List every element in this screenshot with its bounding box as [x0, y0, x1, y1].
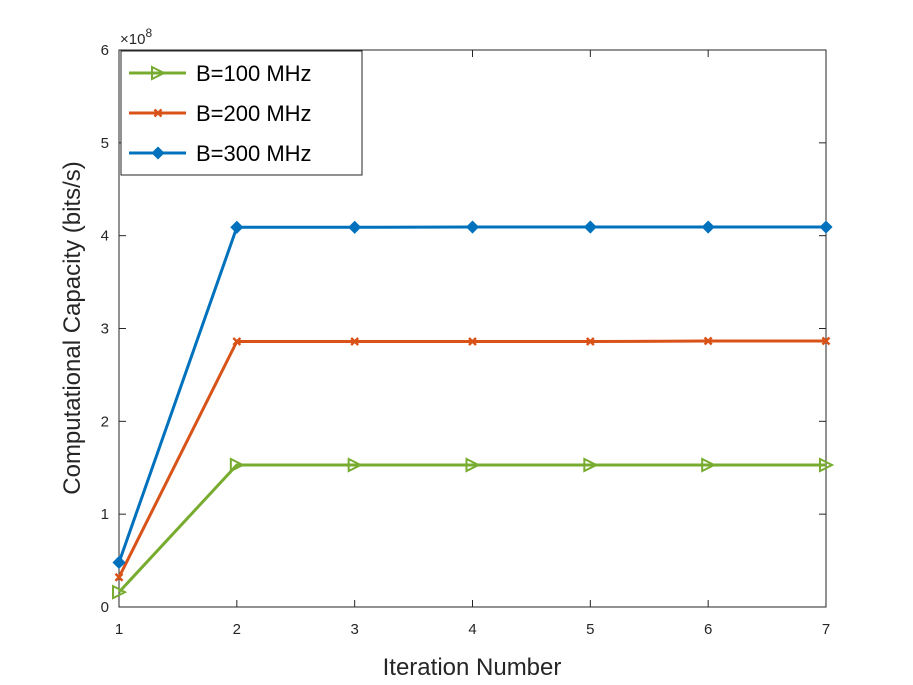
series-1 [112, 457, 835, 600]
data-point [585, 337, 595, 346]
data-point [348, 220, 362, 234]
y-exponent-power: 8 [145, 26, 152, 40]
x-tick-label: 6 [704, 621, 712, 638]
data-point [821, 336, 831, 346]
y-tick-label: 5 [101, 135, 109, 152]
legend-marker [153, 108, 163, 118]
series-line [117, 463, 826, 594]
data-point [347, 457, 363, 473]
legend: B=100 MHz B=200 MHz B=300 MHz [120, 50, 363, 176]
data-point [112, 555, 126, 570]
y-exponent-prefix: ×10 [120, 31, 145, 48]
x-tick-label: 4 [468, 621, 476, 638]
data-point [112, 584, 128, 600]
x-tick-label: 7 [822, 621, 830, 638]
legend-label: B=100 MHz [196, 61, 312, 86]
x-tick-label: 1 [115, 621, 123, 638]
legend-entry: B=300 MHz [129, 141, 312, 166]
data-point [230, 220, 244, 234]
data-point [465, 457, 481, 473]
data-point [819, 457, 835, 473]
y-exponent: ×108 [120, 26, 152, 48]
x-tick-label: 5 [586, 621, 594, 638]
y-axis-label: Computational Capacity (bits/s) [59, 161, 86, 494]
data-point [114, 572, 124, 582]
legend-label: B=300 MHz [196, 141, 312, 166]
data-point [350, 337, 360, 346]
y-tick-label: 3 [101, 321, 109, 338]
x-tick-label: 2 [233, 621, 241, 638]
y-tick-label: 1 [101, 506, 109, 523]
data-point [701, 457, 717, 473]
legend-marker [151, 146, 165, 160]
legend-marker [151, 65, 167, 81]
data-point [583, 220, 597, 234]
data-point [703, 336, 713, 346]
data-point [468, 337, 477, 346]
y-tick-label: 0 [101, 599, 109, 616]
y-tick-label: 6 [101, 42, 109, 59]
data-point [465, 220, 480, 234]
series-3 [112, 220, 833, 570]
data-point [701, 220, 715, 234]
data-point [232, 337, 242, 346]
series-2 [114, 336, 831, 582]
data-point [229, 457, 246, 473]
data-point [819, 220, 833, 234]
legend-entry: B=100 MHz [129, 61, 312, 86]
legend-entry: B=200 MHz [129, 101, 312, 126]
series-layer [112, 220, 835, 600]
x-tick-label: 3 [350, 621, 358, 638]
y-tick-label: 2 [101, 413, 109, 430]
x-axis-label: Iteration Number [383, 654, 562, 681]
y-tick-label: 4 [101, 228, 109, 245]
data-point [583, 457, 599, 473]
legend-entries: B=100 MHz B=200 MHz B=300 MHz [129, 61, 312, 166]
legend-label: B=200 MHz [196, 101, 312, 126]
